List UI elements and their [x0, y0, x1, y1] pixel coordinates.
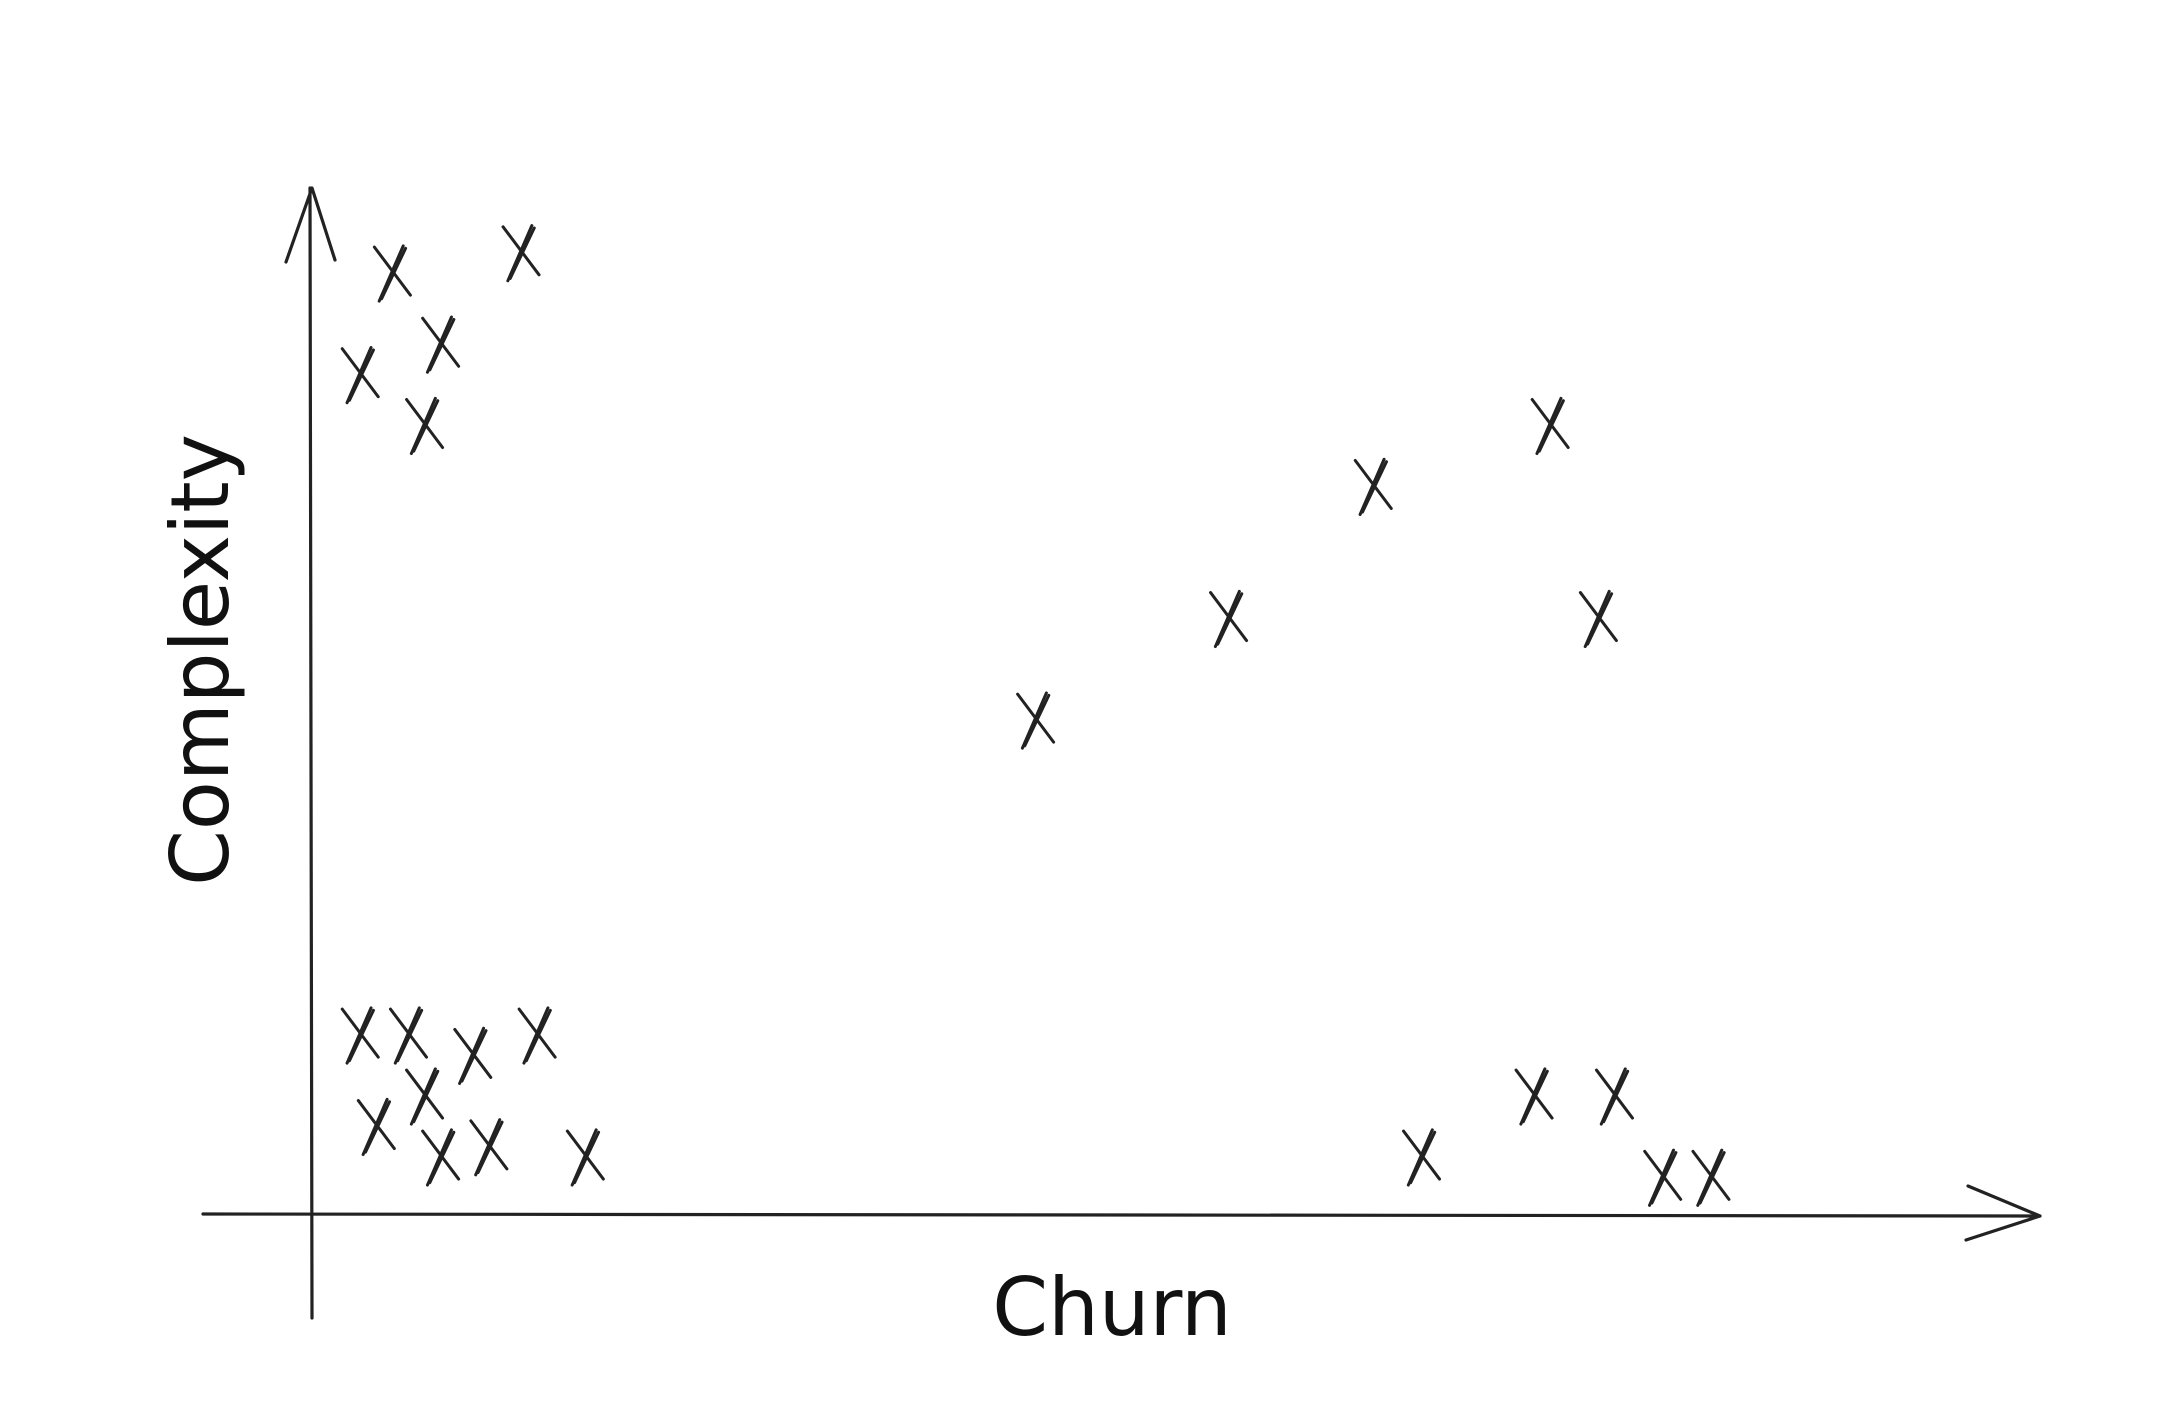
y-axis	[284, 186, 337, 1320]
data-point-6	[340, 1006, 380, 1065]
data-point-7	[388, 1006, 428, 1065]
data-point-13	[469, 1118, 509, 1177]
data-point-21	[1514, 1067, 1554, 1126]
data-point-19	[1578, 589, 1618, 649]
data-point-8	[453, 1026, 493, 1085]
y-axis-label: Complexity	[154, 434, 247, 886]
data-point-9	[517, 1006, 557, 1065]
axes	[201, 186, 2042, 1320]
x-axis-label: Churn	[992, 1261, 1231, 1354]
data-point-23	[1643, 1148, 1683, 1207]
data-point-15	[1016, 691, 1056, 750]
data-points	[340, 224, 1731, 1207]
data-point-24	[1691, 1148, 1731, 1207]
data-point-10	[405, 1067, 445, 1126]
data-point-18	[1530, 396, 1570, 456]
data-point-16	[1209, 589, 1249, 649]
data-point-20	[1402, 1128, 1442, 1187]
x-axis	[201, 1184, 2042, 1242]
data-point-11	[356, 1097, 396, 1157]
data-point-17	[1353, 457, 1393, 516]
data-point-14	[565, 1128, 605, 1187]
data-point-12	[421, 1128, 461, 1187]
data-point-3	[421, 315, 461, 374]
data-point-2	[501, 224, 541, 283]
data-point-1	[372, 244, 412, 303]
data-point-4	[340, 346, 380, 405]
data-point-5	[405, 396, 445, 456]
data-point-22	[1594, 1067, 1634, 1126]
